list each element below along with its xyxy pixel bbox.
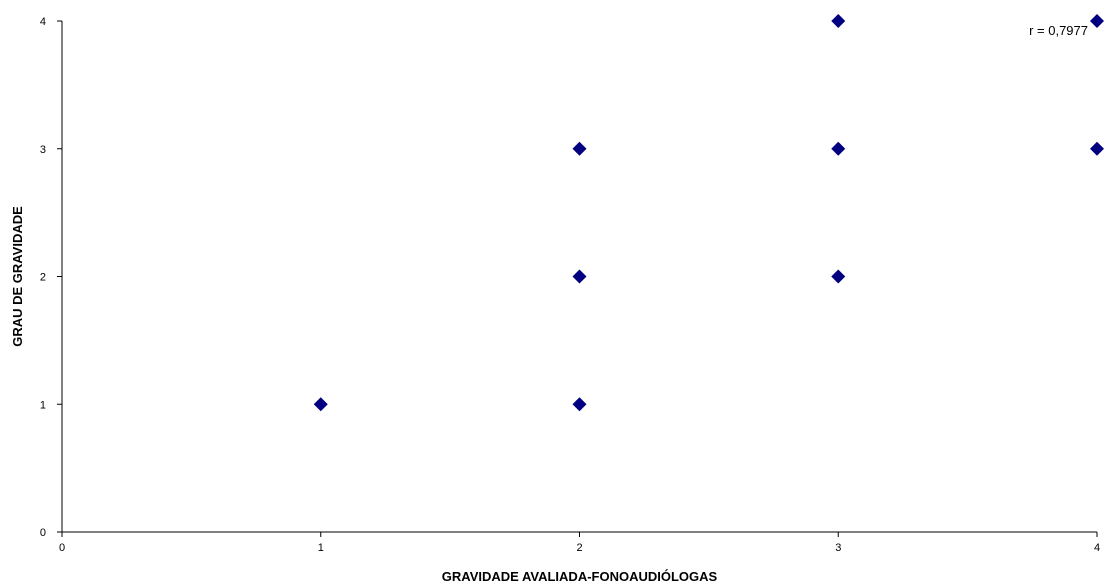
x-tick-label: 4 [1094,542,1100,554]
y-tick-label: 0 [40,527,46,539]
data-points [313,14,1104,412]
y-tick-label: 3 [40,144,46,156]
x-axis-title: GRAVIDADE AVALIADA-FONOAUDIÓLOGAS [442,569,718,584]
y-tick-label: 1 [40,399,46,411]
x-tick-label: 3 [835,542,841,554]
x-tick-label: 2 [576,542,582,554]
y-tick-label: 2 [40,272,46,284]
y-tick-label: 4 [40,16,46,28]
data-point [572,397,587,412]
data-point [572,269,587,284]
x-axis-ticks: 0 1 2 3 4 [59,532,1100,554]
data-point [831,14,846,28]
y-axis-ticks: 0 1 2 3 4 [40,16,62,539]
x-tick-label: 0 [59,542,65,554]
data-point [1090,141,1104,156]
data-point [313,397,328,412]
y-axis-title: GRAU DE GRAVIDADE [10,206,25,347]
data-point [831,269,846,284]
data-point [831,141,846,156]
data-point [1090,14,1104,28]
x-tick-label: 1 [318,542,324,554]
data-point [572,141,587,156]
correlation-annotation: r = 0,7977 [1029,23,1088,38]
